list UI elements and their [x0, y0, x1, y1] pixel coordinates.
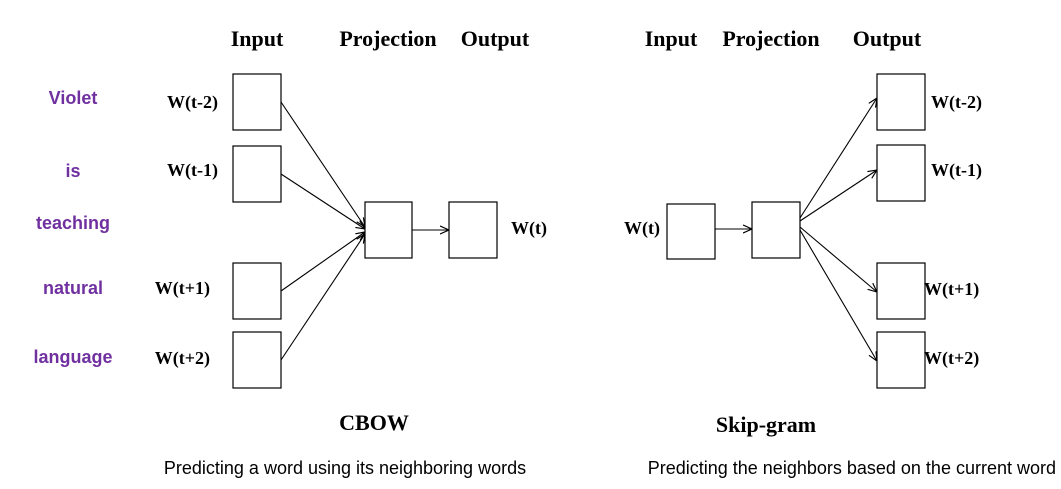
cbow-input-label-t-minus-2: W(t-2): [167, 92, 218, 113]
context-word-natural: natural: [43, 278, 103, 298]
cbow-output-box: [448, 201, 498, 259]
skipgram-output-header: Output: [853, 26, 922, 51]
skipgram-title: Skip-gram: [716, 412, 816, 437]
context-word-teaching: teaching: [36, 213, 110, 233]
skipgram-edge-output-1: [799, 98, 877, 219]
skipgram-output-label-t-plus-1: W(t+1): [924, 279, 979, 300]
cbow-title: CBOW: [339, 410, 409, 435]
cbow-caption: Predicting a word using its neighboring …: [164, 458, 526, 478]
cbow-projection-box: [364, 201, 413, 259]
skipgram-edge-output-3: [799, 226, 877, 292]
cbow-input-label-t-plus-2: W(t+2): [155, 348, 210, 369]
skipgram-diagram: Input Projection Output W(t) W(t-2) W(t-…: [624, 26, 1056, 478]
context-word-is: is: [65, 161, 80, 181]
skipgram-output-box-t-plus-1: [876, 262, 926, 320]
skipgram-edge-output-2: [799, 170, 877, 222]
skipgram-input-label: W(t): [624, 218, 660, 239]
skipgram-output-box-t-minus-1: [876, 144, 926, 202]
cbow-input-box-t-minus-1: [232, 145, 282, 203]
cbow-diagram: Input Projection Output Violet is teachi…: [33, 26, 546, 478]
cbow-edge-input-3: [280, 232, 365, 292]
skipgram-output-box-t-minus-2: [876, 73, 926, 131]
cbow-input-header: Input: [231, 26, 284, 51]
cbow-edge-input-4: [280, 234, 365, 361]
skipgram-projection-box: [751, 201, 801, 259]
cbow-input-box-t-plus-2: [232, 331, 282, 389]
cbow-output-label: W(t): [511, 218, 547, 239]
skipgram-input-header: Input: [645, 26, 698, 51]
cbow-edge-input-1: [280, 101, 365, 227]
skipgram-output-label-t-minus-1: W(t-1): [931, 160, 982, 181]
cbow-input-label-t-minus-1: W(t-1): [167, 160, 218, 181]
cbow-input-box-t-minus-2: [232, 73, 282, 131]
skipgram-edge-output-4: [799, 229, 877, 361]
skipgram-output-label-t-minus-2: W(t-2): [931, 92, 982, 113]
skipgram-caption: Predicting the neighbors based on the cu…: [648, 458, 1056, 478]
cbow-edge-input-2: [280, 173, 365, 229]
skipgram-output-label-t-plus-2: W(t+2): [924, 348, 979, 369]
skipgram-output-box-t-plus-2: [876, 331, 926, 389]
cbow-projection-header: Projection: [339, 26, 436, 51]
skipgram-projection-header: Projection: [722, 26, 819, 51]
context-word-violet: Violet: [49, 88, 98, 108]
cbow-input-box-t-plus-1: [232, 262, 282, 320]
context-word-language: language: [33, 347, 112, 367]
cbow-input-label-t-plus-1: W(t+1): [155, 278, 210, 299]
cbow-output-header: Output: [461, 26, 530, 51]
skipgram-input-box: [666, 203, 716, 260]
